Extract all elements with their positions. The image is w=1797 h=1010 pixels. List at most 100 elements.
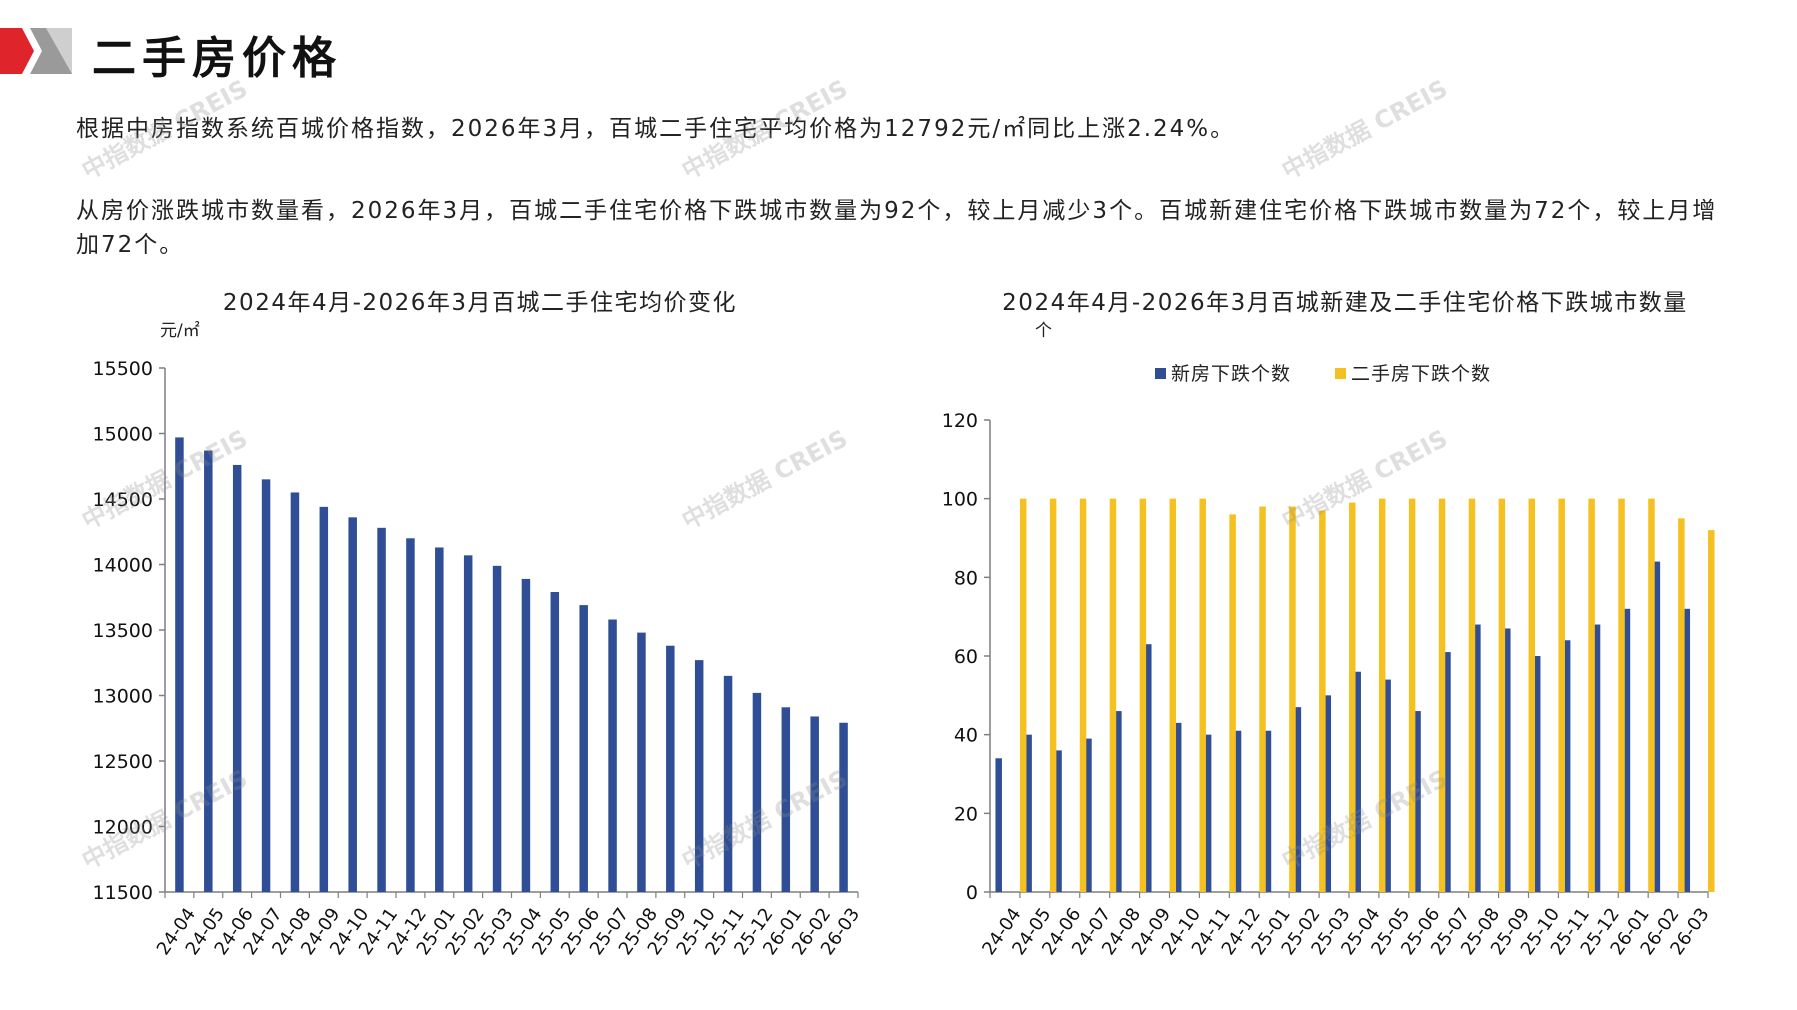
bar: [204, 450, 213, 892]
bar-second-hand: [1558, 498, 1565, 892]
y-tick-label: 11500: [93, 882, 153, 904]
bar: [839, 722, 848, 892]
y-tick-label: 100: [942, 489, 978, 511]
bar: [348, 517, 357, 892]
bar-second-hand: [1109, 498, 1117, 892]
summary-paragraph-price: 根据中房指数系统百城价格指数，2026年3月，百城二手住宅平均价格为12792元…: [76, 116, 1236, 142]
bar: [175, 437, 184, 892]
bar-second-hand: [1648, 498, 1655, 892]
bar-new-home: [1623, 608, 1631, 892]
y-tick-label: 120: [942, 410, 978, 432]
brand-logo: [0, 28, 72, 74]
y-axis-unit-label: 个: [1035, 321, 1052, 341]
bar-second-hand: [1378, 498, 1386, 892]
bar: [608, 619, 617, 892]
y-tick-label: 14500: [93, 489, 153, 511]
logo-light-shape: [46, 28, 72, 74]
bar-new-home: [1533, 656, 1541, 892]
y-tick-label: 15000: [93, 424, 153, 446]
y-axis-unit-label: 元/㎡: [160, 321, 200, 341]
bar: [579, 605, 588, 892]
page-title: 二手房价格: [92, 33, 342, 84]
chart-title: 2024年4月-2026年3月百城新建及二手住宅价格下跌城市数量: [1002, 290, 1688, 316]
y-tick-label: 40: [954, 725, 978, 747]
y-tick-label: 20: [954, 803, 978, 825]
bar: [781, 707, 791, 892]
logo-red-shape: [0, 28, 34, 74]
bar-new-home: [1145, 644, 1152, 892]
legend-swatch: [1335, 368, 1346, 379]
legend-label: 新房下跌个数: [1171, 363, 1291, 385]
bar-new-home: [1324, 695, 1332, 892]
bar: [694, 660, 704, 892]
bar-new-home: [1234, 730, 1242, 892]
legend-label: 二手房下跌个数: [1351, 363, 1491, 385]
bar-second-hand: [1468, 498, 1476, 892]
summary-paragraph-count: 从房价涨跌城市数量看，2026年3月，百城二手住宅价格下跌城市数量为92个，较上…: [76, 198, 1718, 258]
bar-second-hand: [1528, 498, 1536, 892]
bar-new-home: [1025, 734, 1032, 892]
bar: [435, 547, 444, 892]
bar: [261, 479, 271, 892]
chart-title: 2024年4月-2026年3月百城二手住宅均价变化: [223, 290, 737, 316]
bar-second-hand: [1199, 498, 1206, 892]
bar-new-home: [1085, 738, 1092, 892]
bar-second-hand: [1229, 514, 1236, 892]
bar: [319, 506, 329, 892]
bar: [492, 565, 502, 892]
bar-new-home: [1115, 711, 1122, 892]
bar-second-hand: [1049, 498, 1057, 892]
bar-second-hand: [1708, 530, 1715, 892]
bar: [377, 527, 386, 892]
bar-new-home: [1593, 624, 1601, 892]
bar-new-home: [1264, 730, 1272, 892]
y-tick-label: 0: [966, 882, 978, 904]
bar-new-home: [1414, 711, 1421, 892]
bar-new-home: [1653, 561, 1661, 892]
bar: [550, 592, 560, 892]
y-tick-label: 13000: [93, 686, 153, 708]
bar: [463, 555, 473, 892]
bar-second-hand: [1169, 498, 1177, 892]
bar-new-home: [1504, 628, 1511, 892]
y-tick-label: 15500: [93, 358, 153, 380]
bar-second-hand: [1139, 498, 1147, 892]
y-tick-label: 80: [954, 567, 978, 589]
bar-second-hand: [1319, 510, 1326, 892]
bar-new-home: [1294, 707, 1302, 892]
bar: [406, 538, 415, 892]
bar-second-hand: [1289, 506, 1296, 892]
legend-swatch: [1155, 368, 1166, 379]
bar: [637, 632, 646, 892]
bar: [752, 692, 762, 892]
bar-second-hand: [1438, 498, 1446, 892]
bar-second-hand: [1678, 518, 1685, 892]
bar-new-home: [1474, 624, 1481, 892]
bar-new-home: [1384, 679, 1391, 892]
bar: [666, 645, 675, 892]
bar: [810, 716, 819, 892]
bar-new-home: [1563, 640, 1571, 892]
bar-second-hand: [1349, 502, 1356, 892]
bar-new-home: [1204, 734, 1212, 892]
bar-new-home: [1174, 722, 1182, 892]
bar-new-home: [1683, 608, 1691, 892]
y-tick-label: 13500: [93, 620, 153, 642]
bar-second-hand: [1498, 498, 1506, 892]
bar: [723, 675, 733, 892]
bar-second-hand: [1408, 498, 1416, 892]
y-tick-label: 12000: [93, 817, 153, 839]
bar-second-hand: [1259, 506, 1266, 892]
bar: [521, 578, 531, 892]
bar-second-hand: [1019, 498, 1027, 892]
y-tick-label: 60: [954, 646, 978, 668]
bar-second-hand: [1079, 498, 1087, 892]
bar: [232, 464, 242, 892]
y-tick-label: 12500: [93, 751, 153, 773]
bar-new-home: [1055, 750, 1062, 892]
bar-second-hand: [1588, 498, 1595, 892]
bar-new-home: [1354, 671, 1361, 892]
y-tick-label: 14000: [93, 555, 153, 577]
bar: [290, 492, 300, 892]
